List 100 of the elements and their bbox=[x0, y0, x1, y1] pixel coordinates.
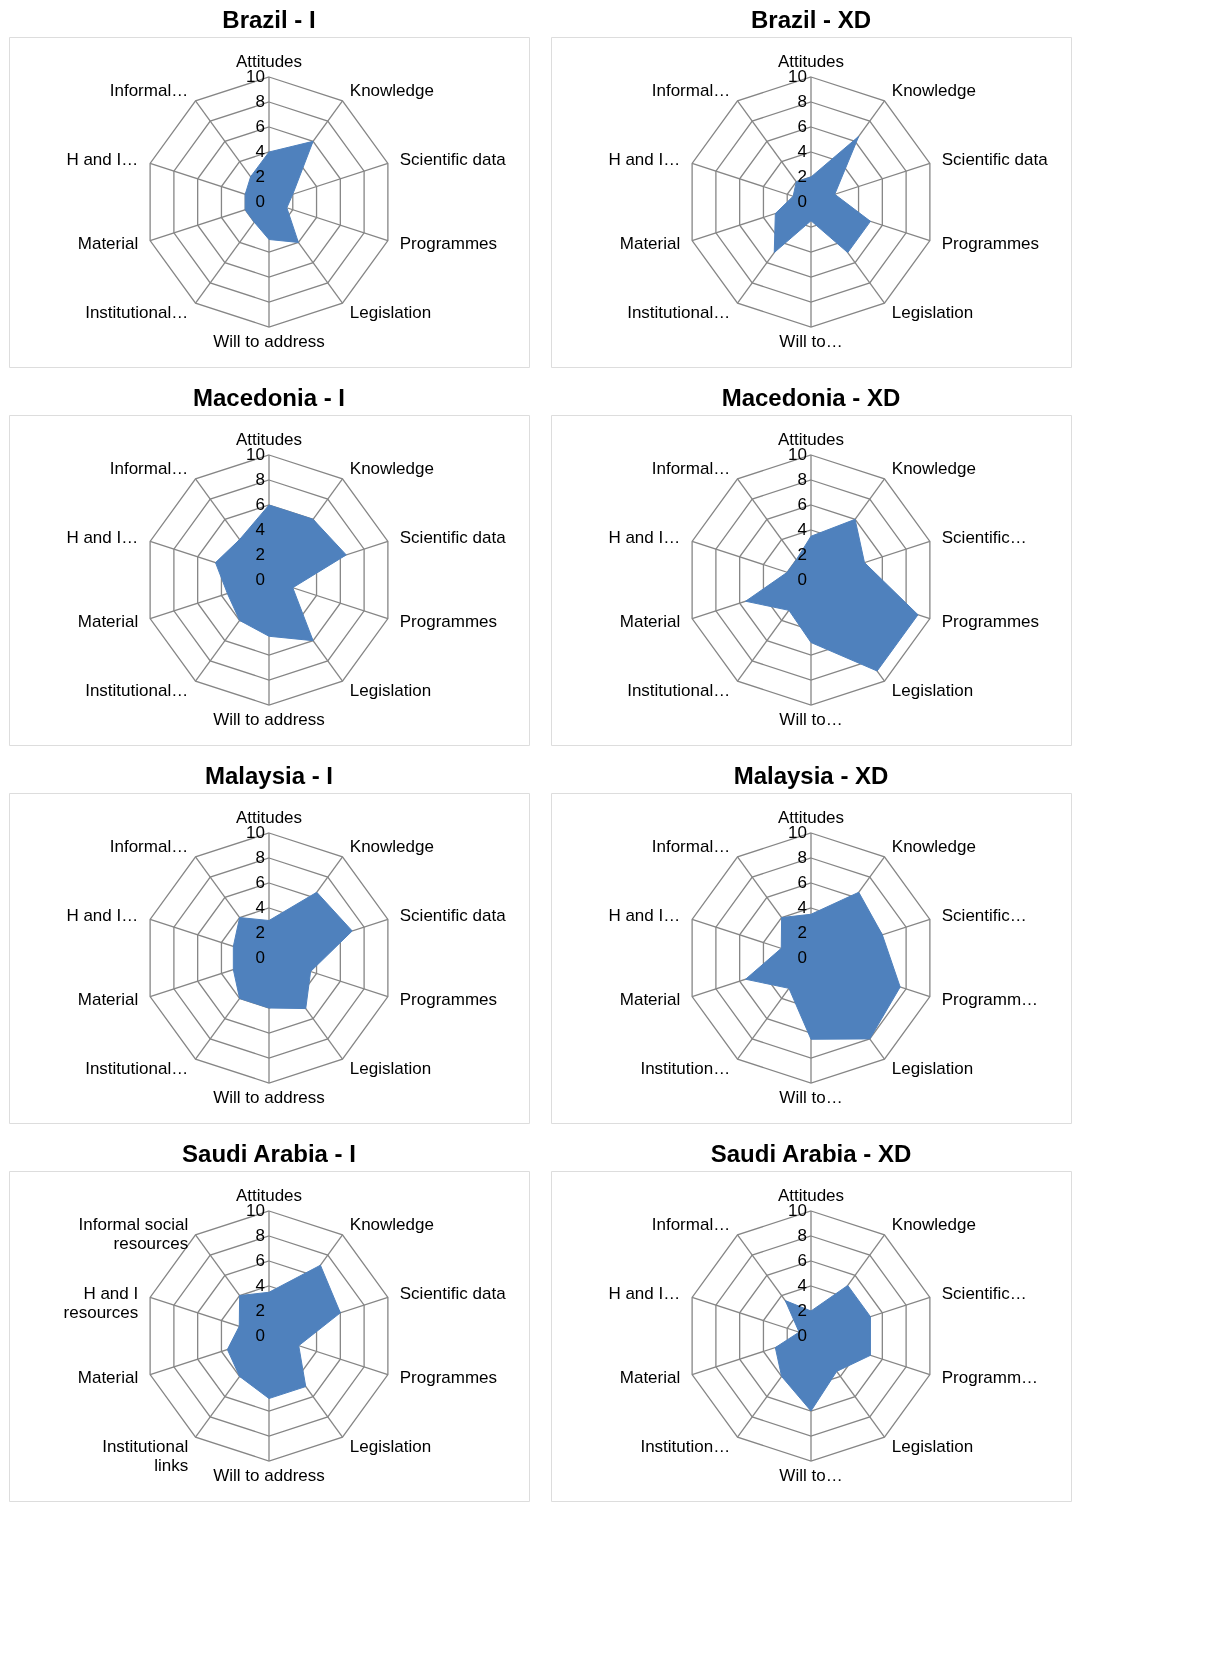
spoke-label: Informal… bbox=[109, 836, 189, 856]
y-tick-label: 2 bbox=[797, 1301, 807, 1320]
chart-title: Saudi Arabia - XD bbox=[710, 1140, 912, 1167]
y-tick-label: 8 bbox=[255, 92, 265, 111]
y-tick-label: 2 bbox=[255, 1301, 265, 1320]
y-tick-label: 8 bbox=[255, 848, 265, 867]
spoke-label: H and I resources bbox=[63, 1283, 139, 1322]
spoke-label: Material bbox=[619, 990, 681, 1010]
y-tick-label: 8 bbox=[797, 848, 807, 867]
spoke-label: Material bbox=[77, 990, 139, 1010]
y-tick-label: 2 bbox=[255, 167, 265, 186]
y-tick-label: 4 bbox=[797, 142, 807, 161]
spoke-label: Programmes bbox=[941, 612, 1040, 632]
spoke-label: Knowledge bbox=[349, 1214, 434, 1234]
spoke-label: Programm… bbox=[941, 1368, 1039, 1388]
y-tick-label: 4 bbox=[255, 142, 265, 161]
spoke-label: Legislation bbox=[891, 303, 974, 323]
spoke-label: Scientific… bbox=[941, 527, 1027, 547]
chart-title: Brazil - XD bbox=[750, 6, 872, 33]
spoke-label: H and I… bbox=[608, 905, 681, 925]
y-tick-label: 6 bbox=[797, 495, 807, 514]
spoke-label: Will to address bbox=[213, 710, 325, 729]
spoke-label: H and I… bbox=[608, 1283, 681, 1303]
spoke-label: Knowledge bbox=[349, 80, 434, 100]
y-tick-label: 8 bbox=[797, 1226, 807, 1245]
spoke-label: Legislation bbox=[349, 1059, 432, 1079]
spoke-label: Scientific data bbox=[941, 149, 1049, 169]
spoke-label: Legislation bbox=[891, 681, 974, 701]
y-tick-label: 4 bbox=[255, 898, 265, 917]
spoke-label: Will to… bbox=[779, 1466, 843, 1485]
spoke-label: Legislation bbox=[349, 681, 432, 701]
spoke-label: Informal… bbox=[651, 836, 731, 856]
spoke-label: Programmes bbox=[399, 612, 498, 632]
y-tick-label: 0 bbox=[255, 1326, 265, 1345]
spoke-label: H and I… bbox=[608, 149, 681, 169]
y-tick-label: 8 bbox=[797, 470, 807, 489]
y-tick-label: 0 bbox=[797, 1326, 807, 1345]
y-tick-label: 6 bbox=[255, 117, 265, 136]
spoke-label: Programm… bbox=[941, 990, 1039, 1010]
y-tick-label: 8 bbox=[255, 1226, 265, 1245]
spoke-label: Legislation bbox=[891, 1437, 974, 1457]
spoke-label: Institutional… bbox=[627, 681, 731, 701]
y-tick-label: 0 bbox=[255, 948, 265, 967]
spoke-label: Scientific data bbox=[399, 149, 507, 169]
chart-title: Macedonia - XD bbox=[721, 384, 901, 411]
spoke-label: Material bbox=[77, 1368, 139, 1388]
spoke-label: Scientific data bbox=[399, 1283, 507, 1303]
y-tick-label: 4 bbox=[255, 1276, 265, 1295]
spoke-label: Will to… bbox=[779, 710, 843, 729]
spoke-label: Knowledge bbox=[891, 1214, 976, 1234]
y-tick-label: 6 bbox=[797, 117, 807, 136]
spoke-label: Material bbox=[619, 1368, 681, 1388]
spoke-label: Institutional… bbox=[85, 1059, 189, 1079]
spoke-label: Legislation bbox=[891, 1059, 974, 1079]
chart-title: Saudi Arabia - I bbox=[182, 1140, 356, 1167]
spoke-label: Knowledge bbox=[349, 836, 434, 856]
spoke-label: Informal social resources bbox=[78, 1214, 189, 1253]
spoke-label: Knowledge bbox=[891, 458, 976, 478]
y-tick-label: 0 bbox=[797, 570, 807, 589]
chart-title: Brazil - I bbox=[222, 6, 316, 33]
spoke-label: Programmes bbox=[399, 990, 498, 1010]
y-tick-label: 0 bbox=[255, 570, 265, 589]
spoke-label: Institution… bbox=[640, 1059, 731, 1079]
spoke-label: Knowledge bbox=[891, 80, 976, 100]
spoke-label: Will to address bbox=[213, 1088, 325, 1107]
spoke-label: Scientific data bbox=[399, 905, 507, 925]
spoke-label: H and I… bbox=[66, 149, 139, 169]
spoke-label: Informal… bbox=[109, 458, 189, 478]
y-tick-label: 2 bbox=[255, 545, 265, 564]
y-tick-label: 4 bbox=[797, 520, 807, 539]
y-tick-label: 0 bbox=[255, 192, 265, 211]
y-tick-label: 0 bbox=[797, 948, 807, 967]
spoke-label: Will to… bbox=[779, 1088, 843, 1107]
y-tick-label: 6 bbox=[255, 495, 265, 514]
spoke-label: Material bbox=[619, 612, 681, 632]
spoke-label: Knowledge bbox=[891, 836, 976, 856]
spoke-label: Material bbox=[77, 234, 139, 254]
y-tick-label: 6 bbox=[255, 873, 265, 892]
spoke-label: H and I… bbox=[608, 527, 681, 547]
spoke-label: Institutional… bbox=[627, 303, 731, 323]
spoke-label: Programmes bbox=[399, 234, 498, 254]
spoke-label: Scientific… bbox=[941, 905, 1027, 925]
spoke-label: Will to… bbox=[779, 332, 843, 351]
chart-title: Macedonia - I bbox=[192, 384, 346, 411]
y-tick-label: 8 bbox=[255, 470, 265, 489]
y-tick-label: 0 bbox=[797, 192, 807, 211]
chart-title: Malaysia - I bbox=[204, 762, 334, 789]
y-tick-label: 2 bbox=[797, 545, 807, 564]
spoke-label: Scientific… bbox=[941, 1283, 1027, 1303]
spoke-label: Material bbox=[619, 234, 681, 254]
spoke-label: Knowledge bbox=[349, 458, 434, 478]
y-tick-label: 6 bbox=[255, 1251, 265, 1270]
spoke-label: H and I… bbox=[66, 527, 139, 547]
y-tick-label: 2 bbox=[797, 923, 807, 942]
spoke-label: Programmes bbox=[941, 234, 1040, 254]
spoke-label: Institution… bbox=[640, 1437, 731, 1457]
spoke-label: Informal… bbox=[651, 1214, 731, 1234]
spoke-label: Institutional… bbox=[85, 303, 189, 323]
spoke-label: Will to address bbox=[213, 1466, 325, 1485]
y-tick-label: 4 bbox=[797, 1276, 807, 1295]
